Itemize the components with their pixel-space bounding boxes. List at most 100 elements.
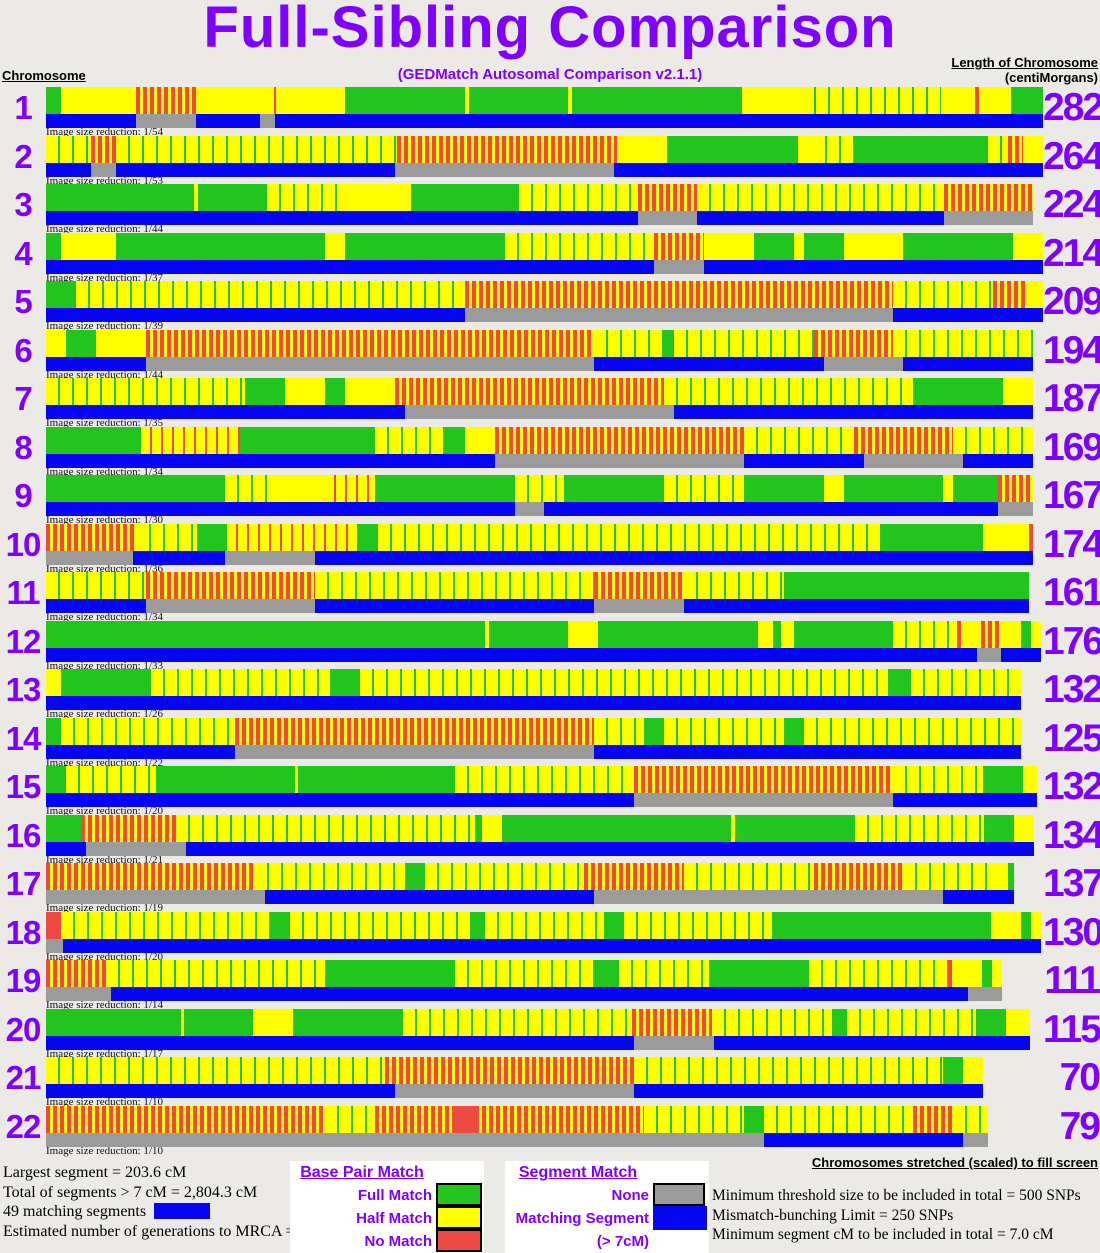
- base-pair-segment-RY: [813, 863, 904, 890]
- base-pair-segment-Y: [741, 87, 802, 114]
- chromosome-row: 13 Image size reduction: 1/26 132: [0, 669, 1100, 720]
- chromosome-row: 1 Image size reduction: 1/54 282: [0, 87, 1100, 137]
- bar-block: [46, 1105, 989, 1147]
- segment-match-bar: [46, 1035, 1031, 1050]
- bar-block: [46, 766, 1038, 807]
- base-pair-segment-G: [358, 523, 379, 551]
- base-pair-segment-G: [564, 475, 665, 502]
- base-pair-segment-YG: [763, 1105, 914, 1133]
- base-pair-segment-Y: [1001, 620, 1022, 648]
- base-pair-bar: [46, 184, 1034, 211]
- chromosome-number: 19: [5, 962, 42, 999]
- chromosome-number: 1: [14, 89, 32, 126]
- segment-match-bar: [46, 502, 1033, 516]
- base-pair-bar: [46, 281, 1043, 308]
- base-pair-bar: [46, 863, 1015, 890]
- base-pair-bar: [46, 135, 1043, 163]
- base-pair-segment-RY: [80, 814, 176, 842]
- no-match-swatch: [436, 1229, 482, 1252]
- base-pair-segment-RY: [813, 329, 894, 357]
- base-pair-segment-G: [598, 620, 758, 648]
- chromosome-number: 14: [5, 719, 42, 757]
- bar-zone: Image size reduction: 1/44: [46, 184, 1043, 234]
- half-match-swatch: [436, 1206, 482, 1229]
- base-pair-bar: [46, 911, 1041, 939]
- base-pair-segment-Y: [823, 475, 844, 502]
- base-pair-segment-G: [1008, 863, 1015, 890]
- reduction-label: Image size reduction: 1/34: [46, 465, 163, 478]
- segment-segment-B: [684, 599, 1030, 613]
- base-pair-segment-G: [197, 523, 228, 551]
- base-pair-segment-RY: [1007, 135, 1023, 163]
- chromosome-length: 132: [1043, 765, 1100, 808]
- base-pair-segment-Y: [993, 863, 1009, 890]
- base-pair-bar: [46, 717, 1022, 745]
- segment-segment-B: [903, 356, 1034, 371]
- reduction-label: Image size reduction: 1/14: [46, 999, 163, 1011]
- segment-match-bar: [46, 1132, 989, 1147]
- segment-match-bar: [46, 1084, 984, 1098]
- segment-segment-B: [46, 1035, 635, 1050]
- segment-threshold-note: (> 7cM): [596, 1233, 649, 1250]
- bar-zone: Image size reduction: 1/10: [46, 1057, 1043, 1107]
- bar-block: [46, 523, 1034, 565]
- base-pair-segment-RY: [145, 572, 316, 599]
- base-pair-segment-Y: [797, 135, 813, 163]
- chromosome-number: 3: [14, 186, 32, 223]
- base-pair-segment-YG: [953, 1105, 989, 1133]
- base-pair-segment-G: [474, 814, 482, 842]
- chromosome-number: 13: [5, 671, 42, 708]
- base-pair-segment-YG: [150, 669, 331, 696]
- base-pair-segment-YG: [424, 863, 585, 890]
- base-pair-segment-Y: [345, 378, 395, 405]
- chromosome-length: 264: [1043, 134, 1100, 178]
- chromosome-length: 224: [1043, 183, 1100, 226]
- bar-zone: Image size reduction: 1/19: [46, 863, 1043, 913]
- base-pair-segment-G: [46, 426, 141, 454]
- base-pair-segment-Y: [195, 87, 266, 114]
- base-pair-segment-Y: [730, 814, 735, 842]
- chromosome-length: 161: [1043, 571, 1100, 614]
- bar-block: [46, 135, 1043, 177]
- segment-match-bar: [46, 550, 1034, 565]
- chromosome-number: 9: [14, 477, 32, 514]
- base-pair-segment-G: [772, 620, 781, 648]
- reduction-label: Image size reduction: 1/53: [46, 174, 163, 187]
- base-pair-segment-G: [374, 475, 515, 502]
- bar-block: [46, 911, 1041, 953]
- base-pair-segment-Y: [180, 1008, 184, 1036]
- bar-block: [46, 717, 1022, 759]
- base-pair-segment-RY: [396, 135, 618, 163]
- chromosome-length: 111: [1044, 959, 1100, 1002]
- base-pair-segment-YG: [594, 329, 665, 357]
- segment-segment-B: [62, 938, 1041, 953]
- reduction-label: Image size reduction: 1/35: [46, 417, 163, 429]
- base-pair-segment-G: [46, 232, 61, 260]
- chromosome-row: 11 Image size reduction: 1/34 161: [0, 571, 1100, 622]
- reduction-label: Image size reduction: 1/26: [46, 708, 163, 720]
- base-pair-segment-Y: [979, 87, 1012, 114]
- segment-segment-B: [185, 841, 1035, 856]
- bar-block: [46, 863, 1015, 904]
- base-pair-bar: [46, 766, 1037, 793]
- reduction-label: Image size reduction: 1/33: [46, 659, 163, 672]
- bar-block: [46, 1008, 1031, 1050]
- base-pair-segment-G: [667, 135, 798, 163]
- base-pair-segment-G: [976, 1008, 1007, 1036]
- base-pair-bar: [46, 620, 1041, 648]
- chromosome-number: 5: [14, 283, 32, 320]
- base-pair-segment-RY: [913, 1105, 954, 1133]
- segment-segment-N: [260, 114, 276, 128]
- chromosome-number: 22: [5, 1107, 42, 1145]
- base-pair-segment-G: [793, 620, 894, 648]
- base-pair-segment-R: [957, 620, 962, 648]
- base-pair-segment-Y: [60, 87, 136, 114]
- param-min-threshold: Minimum threshold size to be included in…: [712, 1187, 1081, 1204]
- base-pair-segment-Y: [1031, 620, 1041, 648]
- base-pair-segment-YG: [644, 1105, 744, 1133]
- stat-total-segments: Total of segments > 7 cM = 2,804.3 cM: [3, 1183, 258, 1201]
- base-pair-segment-G: [444, 426, 465, 454]
- reduction-label: Image size reduction: 1/30: [46, 514, 163, 526]
- base-pair-segment-RY: [145, 329, 595, 357]
- base-pair-segment-G: [572, 87, 742, 114]
